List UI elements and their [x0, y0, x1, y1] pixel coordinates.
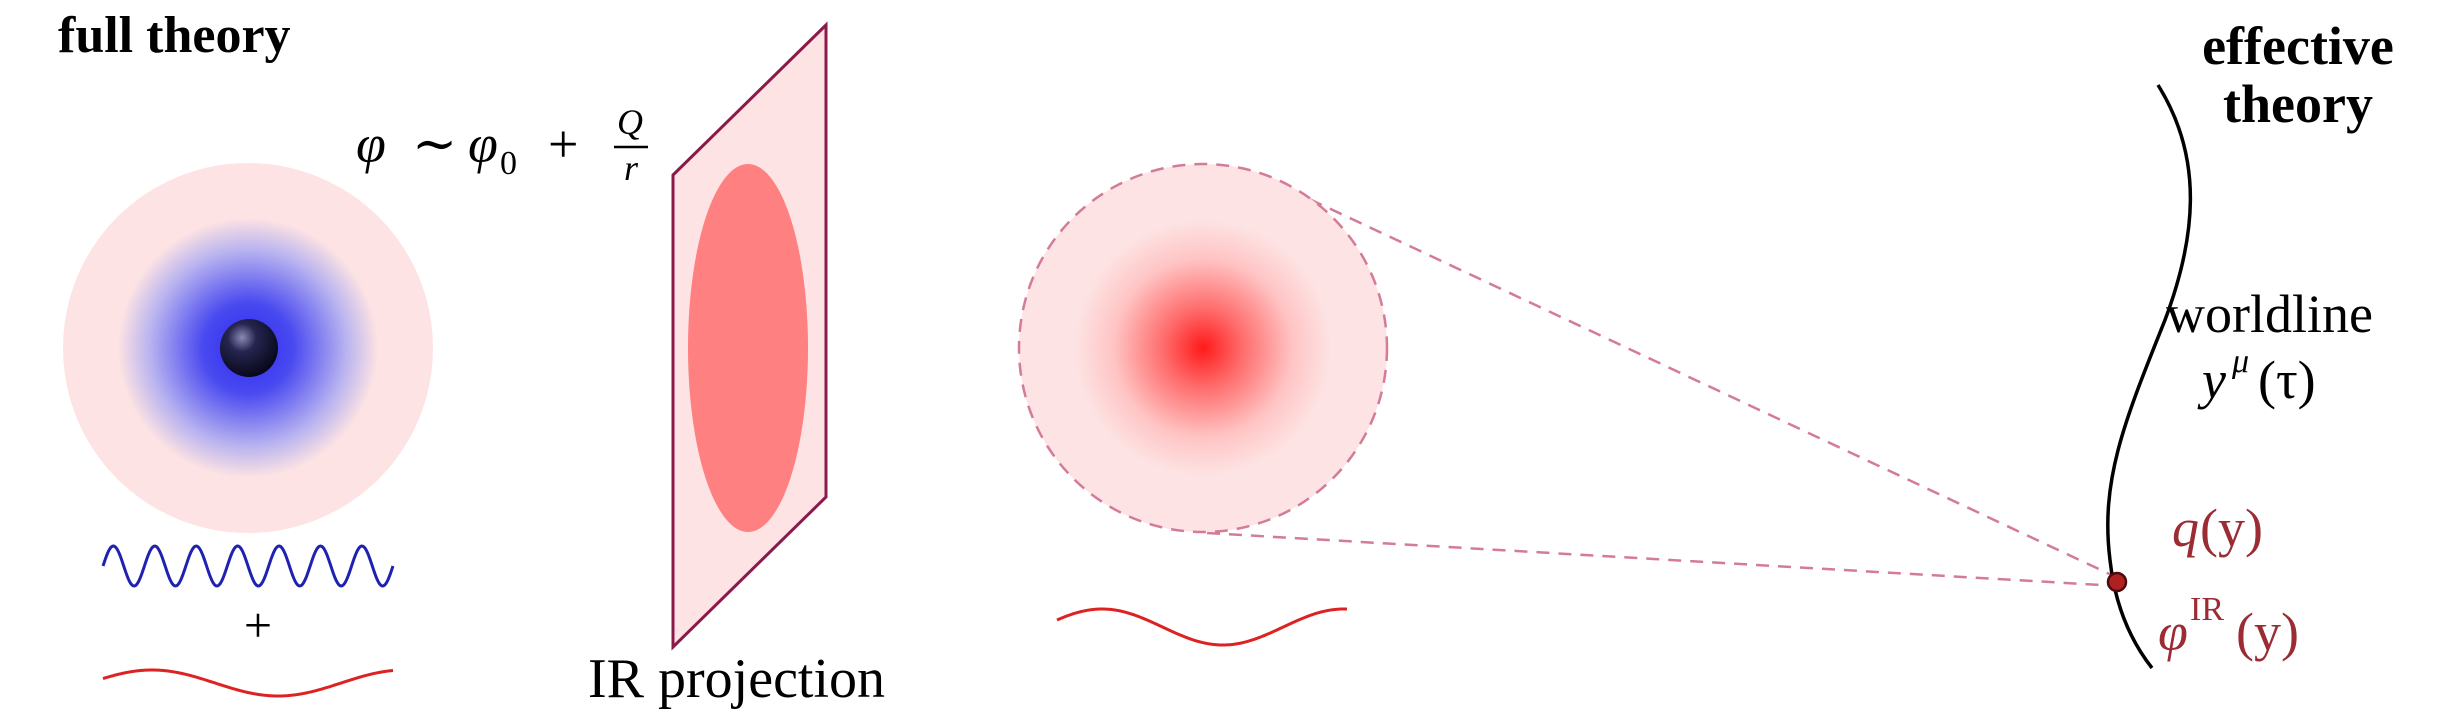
full-theory-label: full theory — [58, 7, 291, 64]
effective-theory-label-line1: effective — [2202, 16, 2394, 76]
plus-operator: + — [548, 114, 578, 174]
effective-theory-label-line2: theory — [2223, 74, 2373, 134]
phi-ir-superscript: IR — [2190, 591, 2224, 628]
worldline-formula: y μ (τ) — [2197, 343, 2316, 410]
ir-projection-ellipse — [688, 164, 808, 532]
phi-ir-formula: φ IR (y) — [2158, 591, 2299, 662]
charge-formula: q (y) — [2172, 498, 2263, 558]
charge-arg: (y) — [2200, 498, 2263, 558]
ir-projection-label: IR projection — [588, 648, 885, 710]
fraction-denominator-r: r — [624, 148, 639, 188]
phi-symbol: φ — [356, 114, 386, 174]
phi-ir-arg: (y) — [2236, 602, 2299, 662]
sim-symbol: ∼ — [412, 114, 457, 174]
phi0-symbol: φ — [468, 114, 498, 174]
plus-sign: + — [244, 597, 272, 653]
phi0-subscript: 0 — [500, 145, 517, 182]
cone-dashed-lower — [1206, 531, 2119, 588]
worldline-point — [2106, 571, 2128, 593]
worldline-curve — [2106, 84, 2193, 670]
charge-q: q — [2172, 498, 2199, 558]
blue-wave — [101, 544, 395, 588]
cone-dashed-upper — [1289, 188, 2119, 580]
effective-source-red-field — [1075, 220, 1331, 476]
worldline-tau-arg: (τ) — [2258, 350, 2316, 410]
worldline-label: worldline — [2166, 284, 2373, 344]
worldline-y: y — [2197, 350, 2226, 410]
worldline-mu-superscript: μ — [2231, 343, 2249, 380]
red-wave-left — [102, 668, 394, 698]
red-wave-middle — [1056, 607, 1348, 647]
phi-ir-phi: φ — [2158, 602, 2188, 662]
full-theory-particle — [220, 319, 278, 377]
fraction-numerator-Q: Q — [617, 102, 643, 142]
phi-expansion-formula: φ ∼ φ 0 + Q r — [356, 102, 648, 188]
